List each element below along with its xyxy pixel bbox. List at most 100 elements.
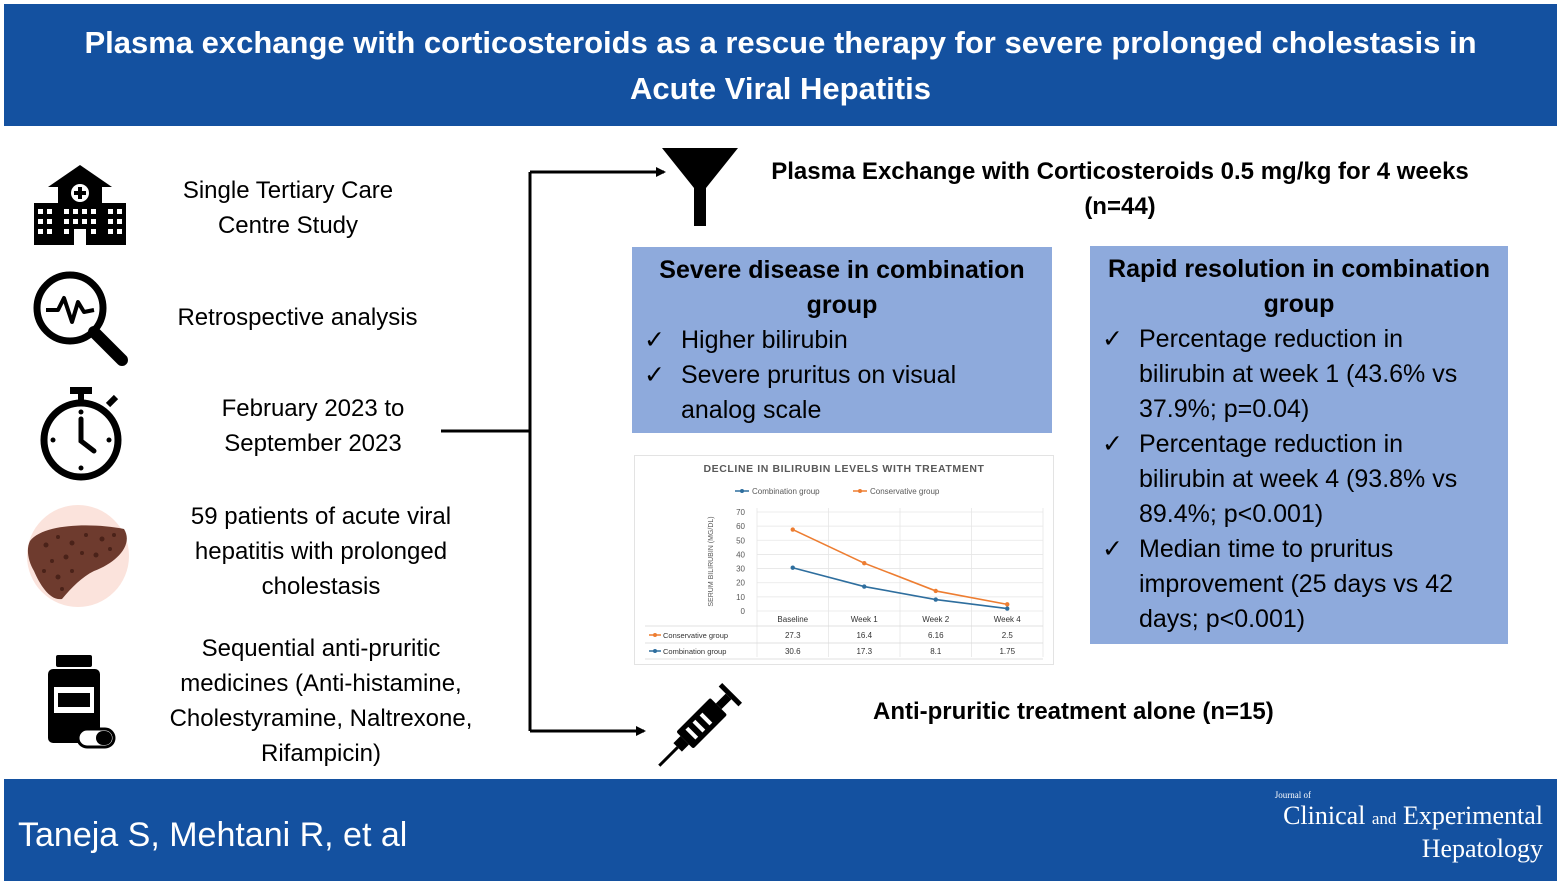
y-tick-label: 50: [736, 536, 745, 545]
severe-item-line: analog scale: [681, 396, 822, 424]
title-line-2: Acute Viral Hepatitis: [630, 71, 931, 106]
anti-pruritic-label: Anti-pruritic treatment alone (n=15): [873, 698, 1274, 725]
rapid-item-line: bilirubin at week 1 (43.6% vs: [1139, 360, 1458, 388]
severe-item: ✓ Higher bilirubin: [632, 323, 1052, 358]
data-point: [933, 588, 938, 594]
journal-clinical: Clinical: [1283, 801, 1366, 830]
study-period-line-1: February 2023 to: [221, 395, 405, 422]
check-icon: ✓: [644, 326, 665, 354]
x-tick-label: Week 4: [994, 615, 1022, 624]
pill-bottle-icon: [48, 655, 116, 749]
check-icon: ✓: [1102, 430, 1123, 458]
journal-logo: Journal of Clinical and Experimental Hep…: [1275, 789, 1543, 864]
medicines-line-2: medicines (Anti-histamine,: [180, 670, 462, 697]
data-point: [1005, 602, 1010, 607]
data-point: [862, 584, 867, 589]
rapid-item-line: improvement (25 days vs 42: [1139, 570, 1454, 598]
medicines-line-4: Rifampicin): [260, 740, 382, 767]
check-icon: ✓: [644, 361, 665, 389]
study-setting-text: Single Tertiary Care Centre Study: [152, 173, 424, 243]
journal-experimental: Experimental: [1402, 801, 1543, 830]
legend-marker: [740, 489, 744, 493]
y-tick-label: 0: [741, 607, 746, 616]
journal-line-1: Clinical and Experimental: [1275, 801, 1543, 834]
data-point: [1005, 606, 1010, 611]
medicines-text: Sequential anti-pruritic medicines (Anti…: [146, 631, 496, 771]
severe-disease-box: Severe disease in combination group ✓ Hi…: [632, 247, 1052, 433]
x-tick-label: Week 2: [922, 615, 950, 624]
rapid-item: ✓ Percentage reduction in bilirubin at w…: [1090, 427, 1508, 532]
table-row-label: Conservative group: [663, 631, 728, 640]
rapid-item-line: Median time to pruritus: [1139, 535, 1394, 563]
journal-of: Journal of: [1274, 790, 1311, 800]
syringe-icon: [658, 682, 743, 767]
chart-title: DECLINE IN BILIRUBIN LEVELS WITH TREATME…: [703, 463, 984, 475]
table-cell: 6.16: [928, 631, 944, 640]
study-design-text: Retrospective analysis: [145, 300, 450, 335]
study-design-line-1: Retrospective analysis: [177, 304, 418, 331]
table-cell: 2.5: [1002, 631, 1014, 640]
bilirubin-chart: DECLINE IN BILIRUBIN LEVELS WITH TREATME…: [634, 455, 1054, 665]
y-tick-label: 10: [736, 593, 745, 602]
authors: Taneja S, Mehtani R, et al: [18, 816, 408, 854]
data-point: [790, 565, 795, 570]
table-cell: 27.3: [785, 631, 801, 640]
table-cell: 8.1: [930, 647, 942, 656]
stopwatch-icon: [40, 387, 122, 481]
data-point: [933, 597, 938, 602]
y-tick-label: 20: [736, 579, 745, 588]
journal-and: and: [1371, 809, 1397, 828]
rapid-item: ✓ Median time to pruritus improvement (2…: [1090, 532, 1508, 637]
journal-hepatology: Hepatology: [1421, 834, 1543, 863]
severe-disease-title: Severe disease in combination group: [632, 253, 1052, 323]
plasma-exchange-line-1: Plasma Exchange with Corticosteroids 0.5…: [771, 158, 1469, 185]
legend-marker: [858, 489, 862, 493]
table-row-label: Combination group: [663, 647, 726, 656]
rapid-resolution-box: Rapid resolution in combination group ✓ …: [1090, 246, 1508, 644]
severe-item-line: Severe pruritus on visual: [681, 361, 957, 389]
footer-banner: Taneja S, Mehtani R, et al Journal of Cl…: [4, 779, 1557, 881]
y-tick-label: 70: [736, 508, 745, 517]
data-point: [862, 560, 867, 566]
plasma-exchange-label: Plasma Exchange with Corticosteroids 0.5…: [752, 154, 1488, 224]
study-period-text: February 2023 to September 2023: [185, 391, 441, 461]
table-legend-marker: [653, 649, 657, 653]
magnifier-pulse-icon: [33, 271, 128, 366]
check-icon: ✓: [1102, 325, 1123, 353]
title-line-1: Plasma exchange with corticosteroids as …: [84, 25, 1477, 60]
patients-text: 59 patients of acute viral hepatitis wit…: [155, 499, 487, 604]
rapid-item-line: 89.4%; p<0.001): [1139, 500, 1324, 528]
rapid-item-line: Percentage reduction in: [1139, 430, 1404, 458]
funnel-icon: [662, 148, 738, 226]
series-line: [792, 528, 1008, 606]
rapid-resolution-title-line-2: group: [1263, 290, 1335, 318]
y-tick-label: 40: [736, 550, 745, 559]
y-tick-label: 30: [736, 565, 745, 574]
title-banner: Plasma exchange with corticosteroids as …: [4, 4, 1557, 126]
liver-icon: [27, 505, 129, 607]
x-tick-label: Week 1: [851, 615, 879, 624]
legend-label: Conservative group: [870, 487, 940, 496]
table-legend-marker: [653, 633, 657, 637]
severe-disease-title-line-2: group: [806, 291, 878, 319]
rapid-resolution-title-line-1: Rapid resolution in combination: [1108, 255, 1490, 283]
table-cell: 30.6: [785, 647, 801, 656]
hospital-icon: [34, 165, 126, 245]
rapid-resolution-title: Rapid resolution in combination group: [1090, 252, 1508, 322]
rapid-item-line: 37.9%; p=0.04): [1139, 395, 1310, 423]
severe-item: ✓ Severe pruritus on visual analog scale: [632, 358, 1052, 428]
series-line: [792, 566, 1008, 610]
medicines-line-3: Cholestyramine, Naltrexone,: [169, 705, 473, 732]
x-tick-label: Baseline: [777, 615, 808, 624]
study-setting-line-1: Single Tertiary Care: [182, 177, 394, 204]
patients-line-2: hepatitis with prolonged: [194, 538, 448, 565]
table-cell: 17.3: [856, 647, 872, 656]
table-cell: 1.75: [999, 647, 1015, 656]
severe-item-line: Higher bilirubin: [681, 326, 848, 354]
bilirubin-chart-svg: DECLINE IN BILIRUBIN LEVELS WITH TREATME…: [645, 463, 1044, 660]
y-tick-label: 60: [736, 522, 745, 531]
rapid-item-line: bilirubin at week 4 (93.8% vs: [1139, 465, 1458, 493]
table-cell: 16.4: [856, 631, 872, 640]
study-period-line-2: September 2023: [224, 430, 402, 457]
